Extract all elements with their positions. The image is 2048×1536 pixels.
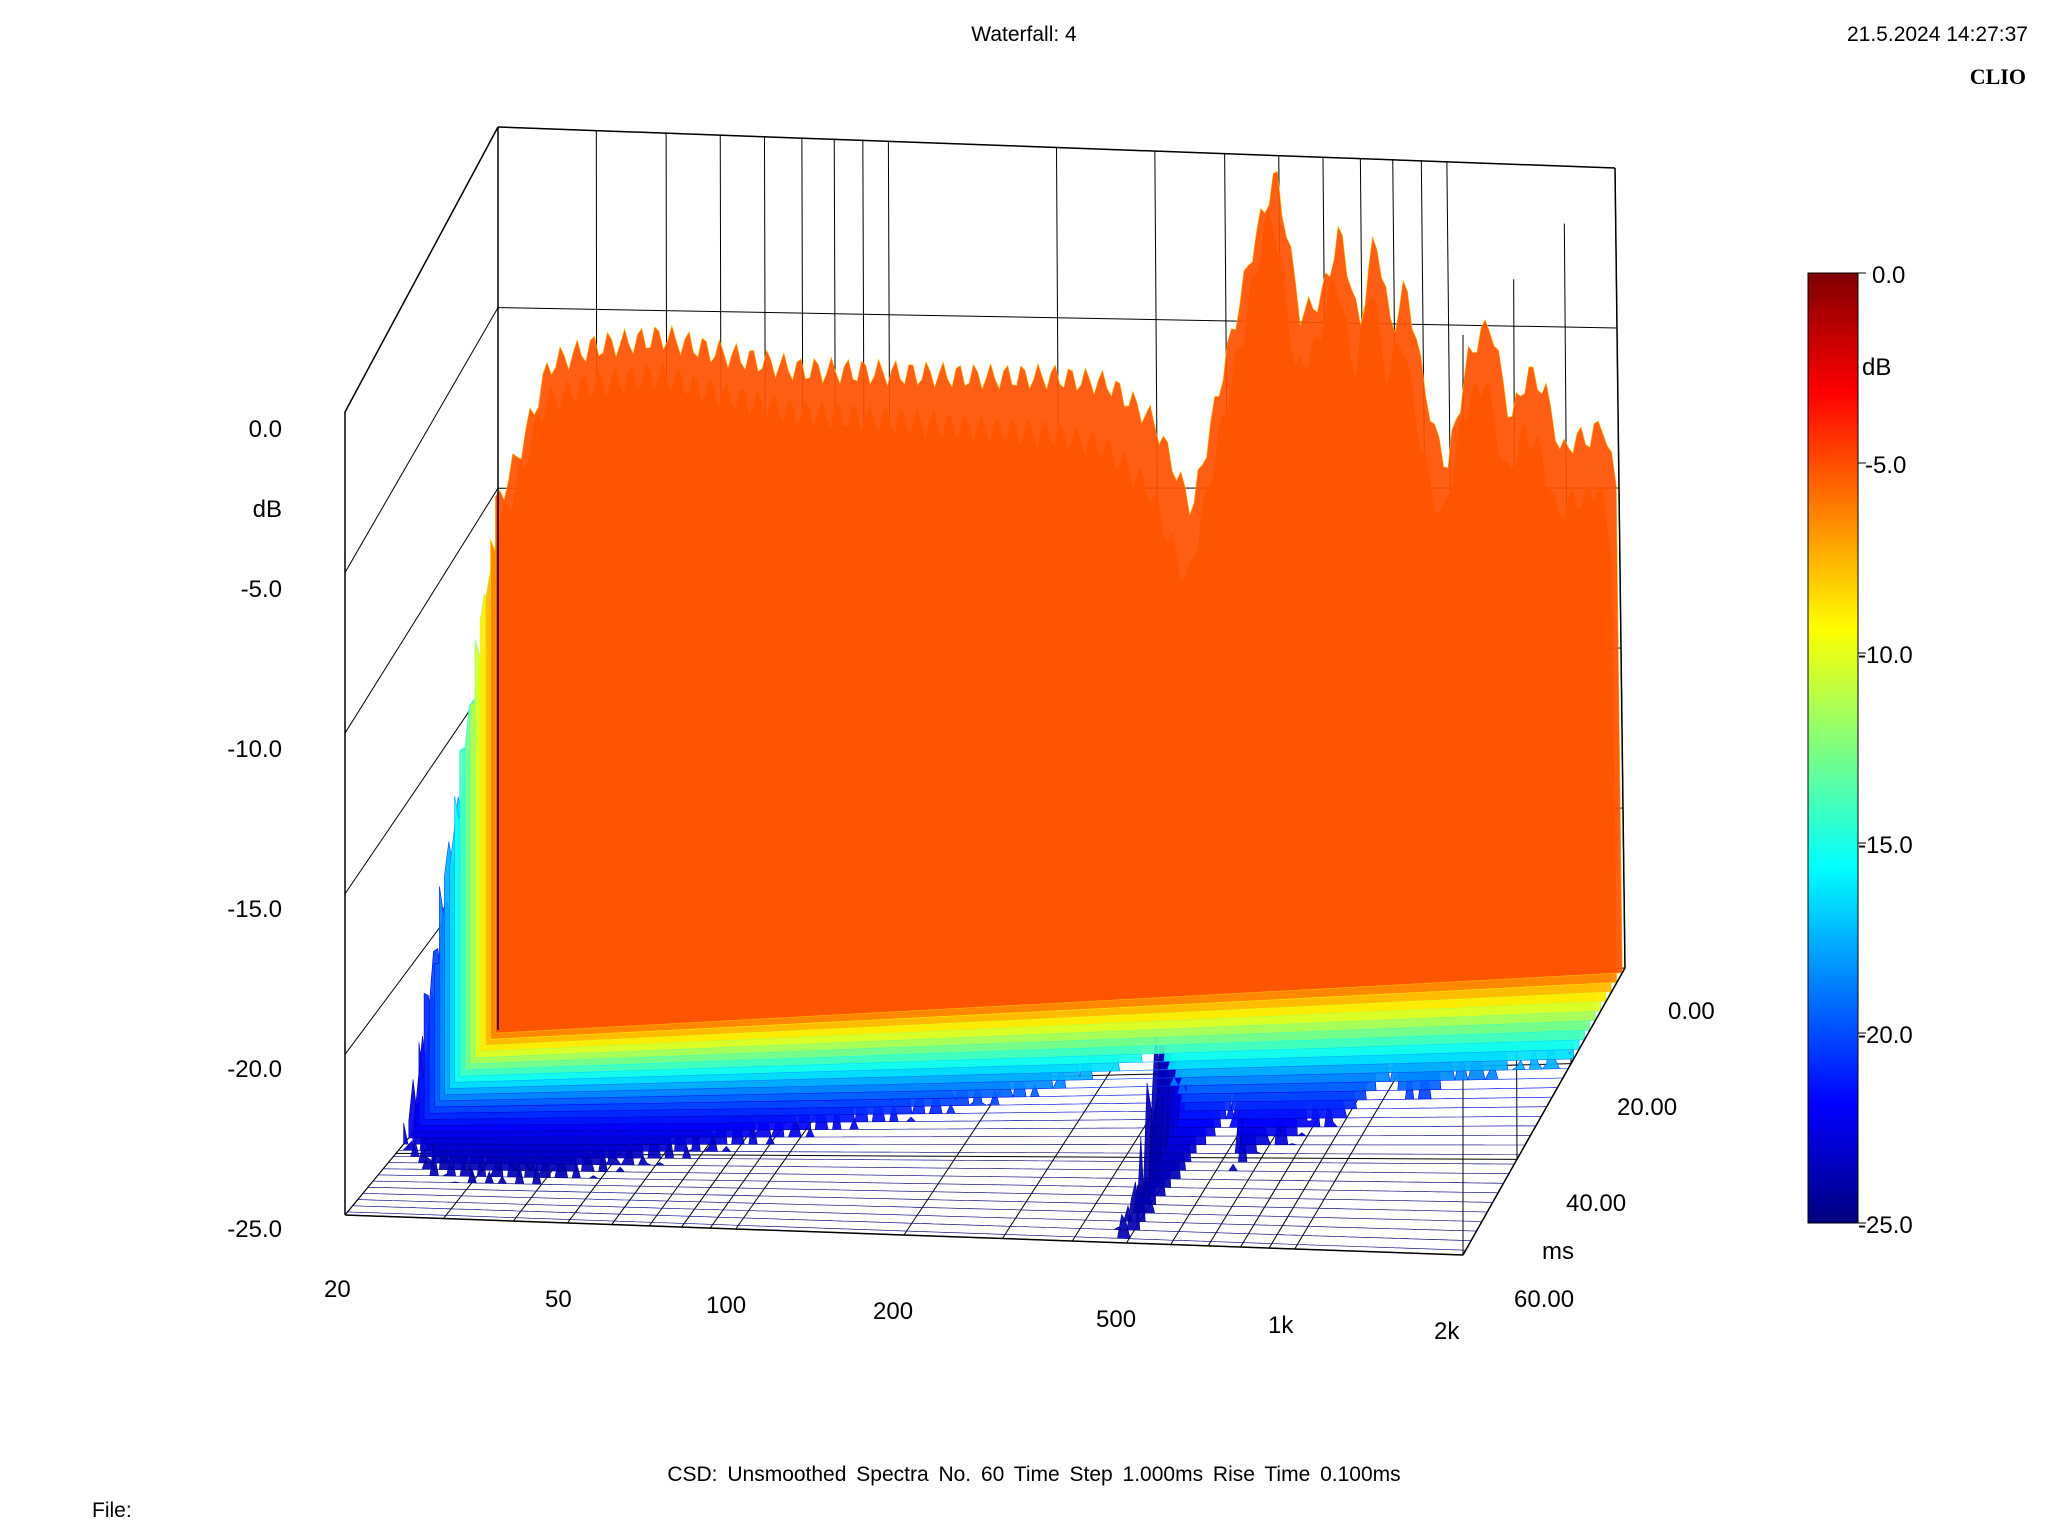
- y-tick-label: -5.0: [240, 576, 282, 603]
- spectrum-slice: [367, 1082, 1488, 1213]
- left-wall-db-line: [344, 307, 499, 573]
- y-tick-label: -20.0: [227, 1056, 282, 1083]
- timestamp: 21.5.2024 14:27:37: [1846, 23, 2028, 46]
- waterfall-surface: [347, 171, 1623, 1251]
- y-axis-label: dB: [252, 496, 282, 523]
- left-top-edge: [344, 126, 499, 413]
- left-wall-db-line: [344, 487, 499, 734]
- y-tick-label: -15.0: [227, 896, 282, 923]
- spectrum-slice: [362, 1175, 1482, 1222]
- colorbar-tick-label: -25.0: [1858, 1212, 1913, 1239]
- z-axis-label: ms: [1542, 1238, 1574, 1265]
- colorbar-tick-label: -10.0: [1858, 642, 1913, 669]
- spectrum-slice: [495, 171, 1623, 1034]
- x-tick-label: 500: [1096, 1306, 1137, 1333]
- z-tick-label: 20.00: [1617, 1094, 1678, 1121]
- x-tick-label: 1k: [1268, 1312, 1294, 1339]
- x-tick-label: 2k: [1434, 1318, 1460, 1345]
- spectrum-slice: [352, 1181, 1472, 1241]
- spectrum-slice: [347, 1211, 1466, 1251]
- brand-logo-text: CLIO: [1969, 64, 2026, 89]
- colorbar-tick-label: -5.0: [1865, 452, 1907, 479]
- z-tick-label: 0.00: [1668, 998, 1715, 1025]
- right-bottom-edge: [1462, 967, 1626, 1256]
- colorbar: [1807, 272, 1859, 1224]
- right-back-edge: [1614, 167, 1626, 969]
- measurement-info: CSD: Unsmoothed Spectra No. 60 Time Step…: [667, 1463, 1401, 1486]
- colorbar-tick-label: 0.0: [1872, 262, 1906, 289]
- file-label: File:: [92, 1499, 132, 1522]
- colorbar-ticks: [1858, 272, 1866, 1224]
- spectrum-slice: [373, 1010, 1493, 1203]
- axis-frame: [344, 126, 1626, 1256]
- back-top-edge: [497, 126, 1616, 169]
- colorbar-label: dB: [1862, 354, 1892, 381]
- colorbar-tick-label: -15.0: [1858, 832, 1913, 859]
- y-tick-label: -25.0: [227, 1216, 282, 1243]
- back-wall-db-line: [497, 307, 1618, 329]
- z-tick-label: 60.00: [1514, 1286, 1575, 1313]
- front-bottom-edge: [344, 1214, 1464, 1256]
- x-tick-label: 20: [324, 1276, 351, 1303]
- spectrum-slice: [357, 1136, 1477, 1232]
- chart-title: Waterfall: 4: [971, 23, 1077, 46]
- x-tick-label: 50: [545, 1286, 572, 1313]
- x-tick-label: 200: [873, 1298, 914, 1325]
- y-tick-label: -10.0: [227, 736, 282, 763]
- colorbar-tick-label: -20.0: [1858, 1022, 1913, 1049]
- z-tick-label: 40.00: [1566, 1190, 1627, 1217]
- x-tick-label: 100: [706, 1292, 747, 1319]
- y-tick-label: 0.0: [248, 416, 282, 443]
